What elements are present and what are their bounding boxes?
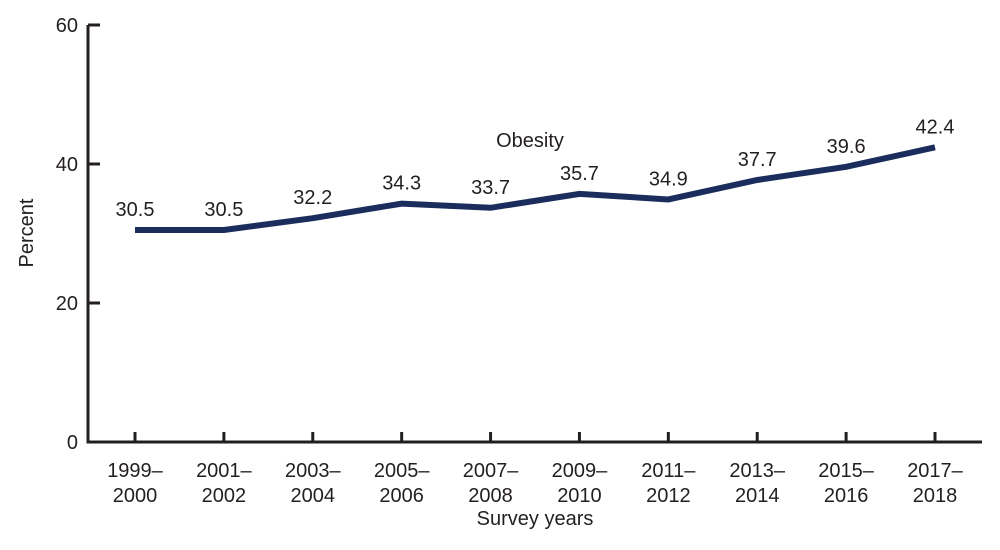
series-label-obesity: Obesity <box>496 130 564 152</box>
x-tick-label: 1999– 2000 <box>107 460 163 507</box>
data-point-label: 35.7 <box>560 163 599 185</box>
x-tick-label: 2007– 2008 <box>463 460 519 507</box>
x-tick-label: 2003– 2004 <box>285 460 341 507</box>
y-axis-title: Percent <box>16 198 38 268</box>
data-point-label: 30.5 <box>204 199 243 221</box>
x-tick-label: 2009– 2010 <box>552 460 608 507</box>
x-tick-label: 2001– 2002 <box>196 460 252 507</box>
x-tick-label: 2011– 2012 <box>641 460 696 507</box>
data-point-label: 30.5 <box>116 199 155 221</box>
data-point-label: 32.2 <box>293 187 332 209</box>
y-tick-label: 40 <box>56 154 78 176</box>
data-point-label: 34.9 <box>649 168 688 190</box>
x-tick-label: 2013– 2014 <box>729 460 785 507</box>
data-point-label: 42.4 <box>916 116 955 138</box>
y-tick-label: 20 <box>56 293 78 315</box>
data-point-label: 39.6 <box>827 136 866 158</box>
x-tick-label: 2005– 2006 <box>374 460 430 507</box>
x-axis-title: Survey years <box>476 508 594 530</box>
x-tick-label: 2015– 2016 <box>818 460 874 507</box>
y-tick-label: 0 <box>67 432 78 454</box>
obesity-trend-line <box>135 144 936 234</box>
data-point-label: 37.7 <box>738 149 777 171</box>
data-point-label: 34.3 <box>382 173 421 195</box>
x-tick-label: 2017– 2018 <box>907 460 963 507</box>
y-tick-label: 60 <box>56 15 78 37</box>
data-point-label: 33.7 <box>471 177 510 199</box>
